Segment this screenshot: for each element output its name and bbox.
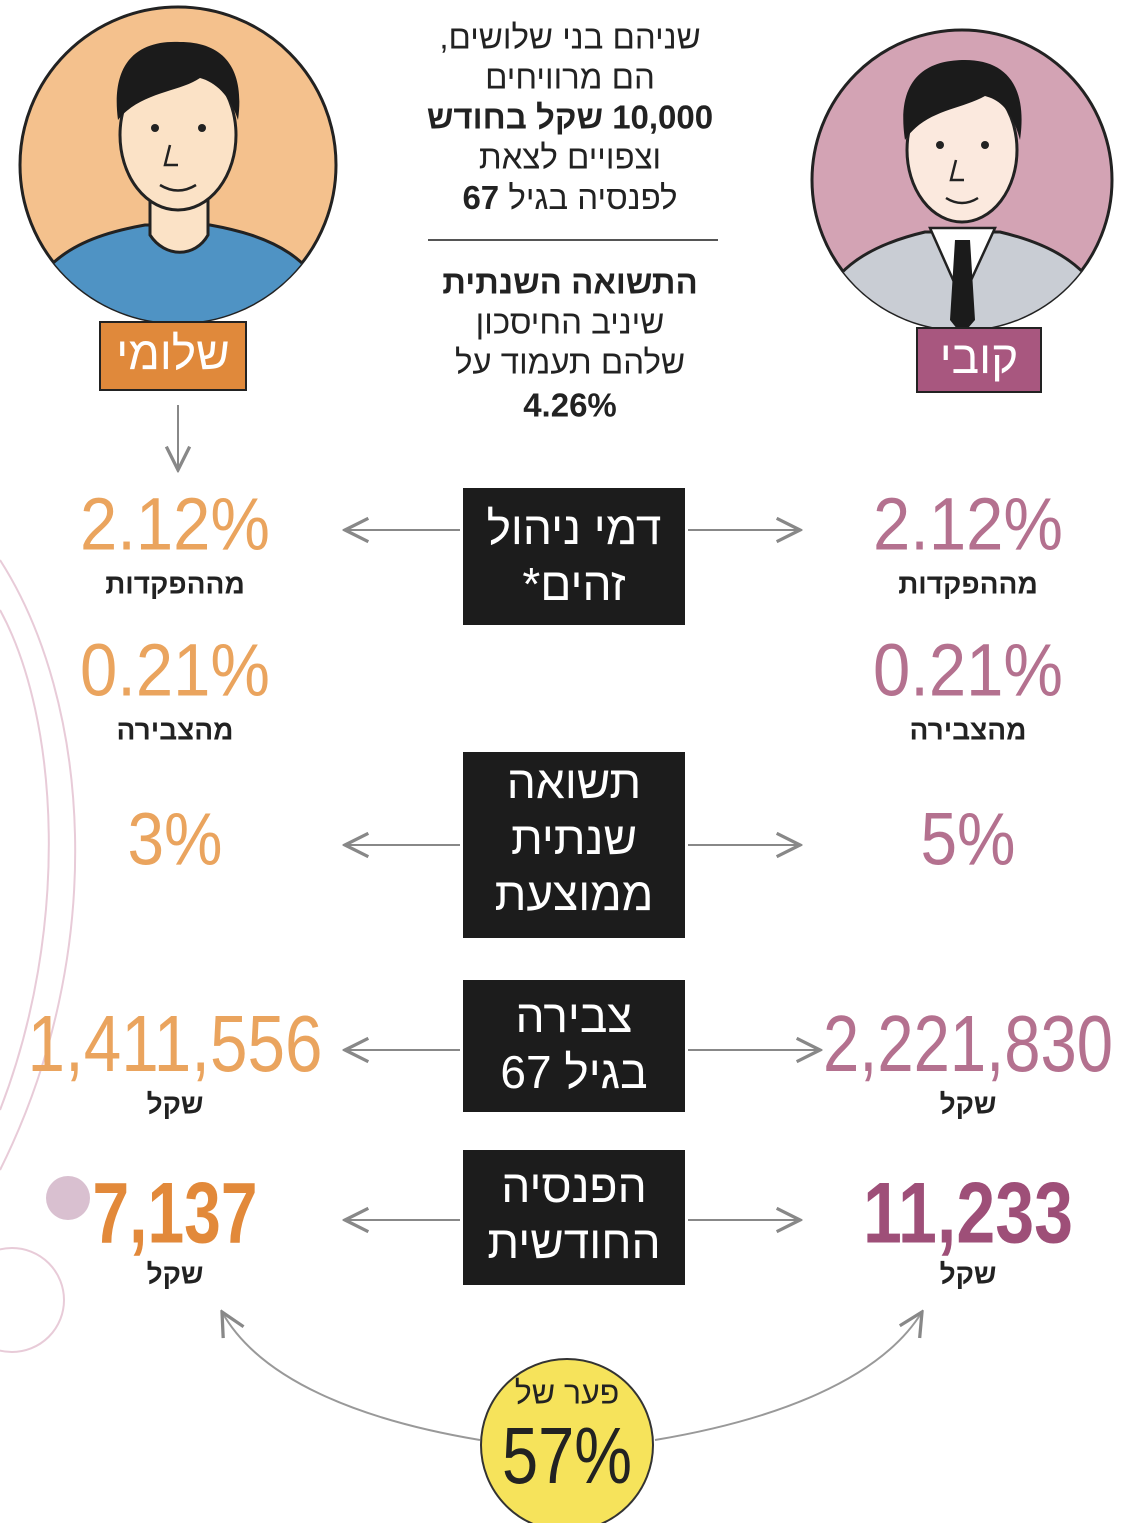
gap-badge — [480, 1358, 654, 1523]
row-label: הפנסיה — [501, 1160, 646, 1212]
row-unit: שקל — [940, 1088, 997, 1119]
intro-line: וצפויים לצאת — [479, 139, 661, 176]
row-unit: שקל — [147, 1088, 204, 1119]
name-tag-right — [916, 327, 1042, 393]
row-unit: מהצבירה — [910, 714, 1027, 745]
row-unit: מהצבירה — [117, 714, 234, 745]
row-value: 3% — [128, 798, 223, 881]
avatar-left — [18, 5, 338, 325]
row-value: 1,411,556 — [28, 999, 323, 1088]
row-label: צבירה — [516, 990, 633, 1042]
intro-line: הם מרוויחים — [485, 59, 655, 96]
gap-arrows — [222, 1312, 922, 1441]
row-value: 2,221,830 — [823, 999, 1113, 1088]
note-line: שלהם תעמוד על — [455, 344, 685, 381]
intro-line: 10,000 שקל בחודש — [427, 99, 713, 136]
intro-line: לפנסיה בגיל 67 — [462, 179, 677, 216]
label-box — [463, 980, 685, 1112]
row-unit: מההפקדות — [898, 568, 1038, 599]
gap-label: פער של — [515, 1374, 619, 1410]
label-box — [463, 488, 685, 625]
row-value: 0.21% — [80, 629, 270, 712]
row-value: 0.21% — [873, 629, 1063, 712]
row-value: 11,233 — [863, 1166, 1073, 1262]
row-label: דמי ניהול — [487, 502, 662, 554]
row-label: החודשית — [487, 1216, 660, 1268]
note-line: התשואה השנתית — [442, 264, 698, 301]
row-label: ממוצעת — [495, 868, 654, 920]
decor-dot — [46, 1176, 90, 1220]
person-name: קובי — [940, 331, 1019, 383]
decoration — [0, 559, 77, 1353]
gap-value: 57% — [502, 1411, 632, 1500]
row-value: 5% — [921, 798, 1016, 881]
label-box — [463, 1150, 685, 1285]
row-label: בגיל 67 — [500, 1046, 647, 1098]
label-box — [463, 752, 685, 938]
row-value: 7,137 — [93, 1166, 258, 1262]
row-unit: שקל — [940, 1258, 997, 1289]
row-label: שנתית — [511, 812, 637, 864]
row-unit: מההפקדות — [105, 568, 245, 599]
row-value: 2.12% — [873, 483, 1063, 566]
name-tag-left — [99, 321, 247, 391]
avatar-right — [810, 28, 1114, 332]
intro-line: שניהם בני שלושים, — [439, 19, 700, 56]
intro-text: לפנסיה בגיל — [508, 179, 677, 216]
note-line: שיניב החיסכון — [476, 304, 665, 341]
note-rate: 4.26% — [523, 387, 617, 424]
person-name: שלומי — [116, 327, 229, 379]
row-label: תשואה — [507, 756, 641, 808]
intro-age: 67 — [462, 179, 499, 216]
row-label: זהים* — [522, 558, 625, 610]
row-value: 2.12% — [80, 483, 270, 566]
row-unit: שקל — [147, 1258, 204, 1289]
